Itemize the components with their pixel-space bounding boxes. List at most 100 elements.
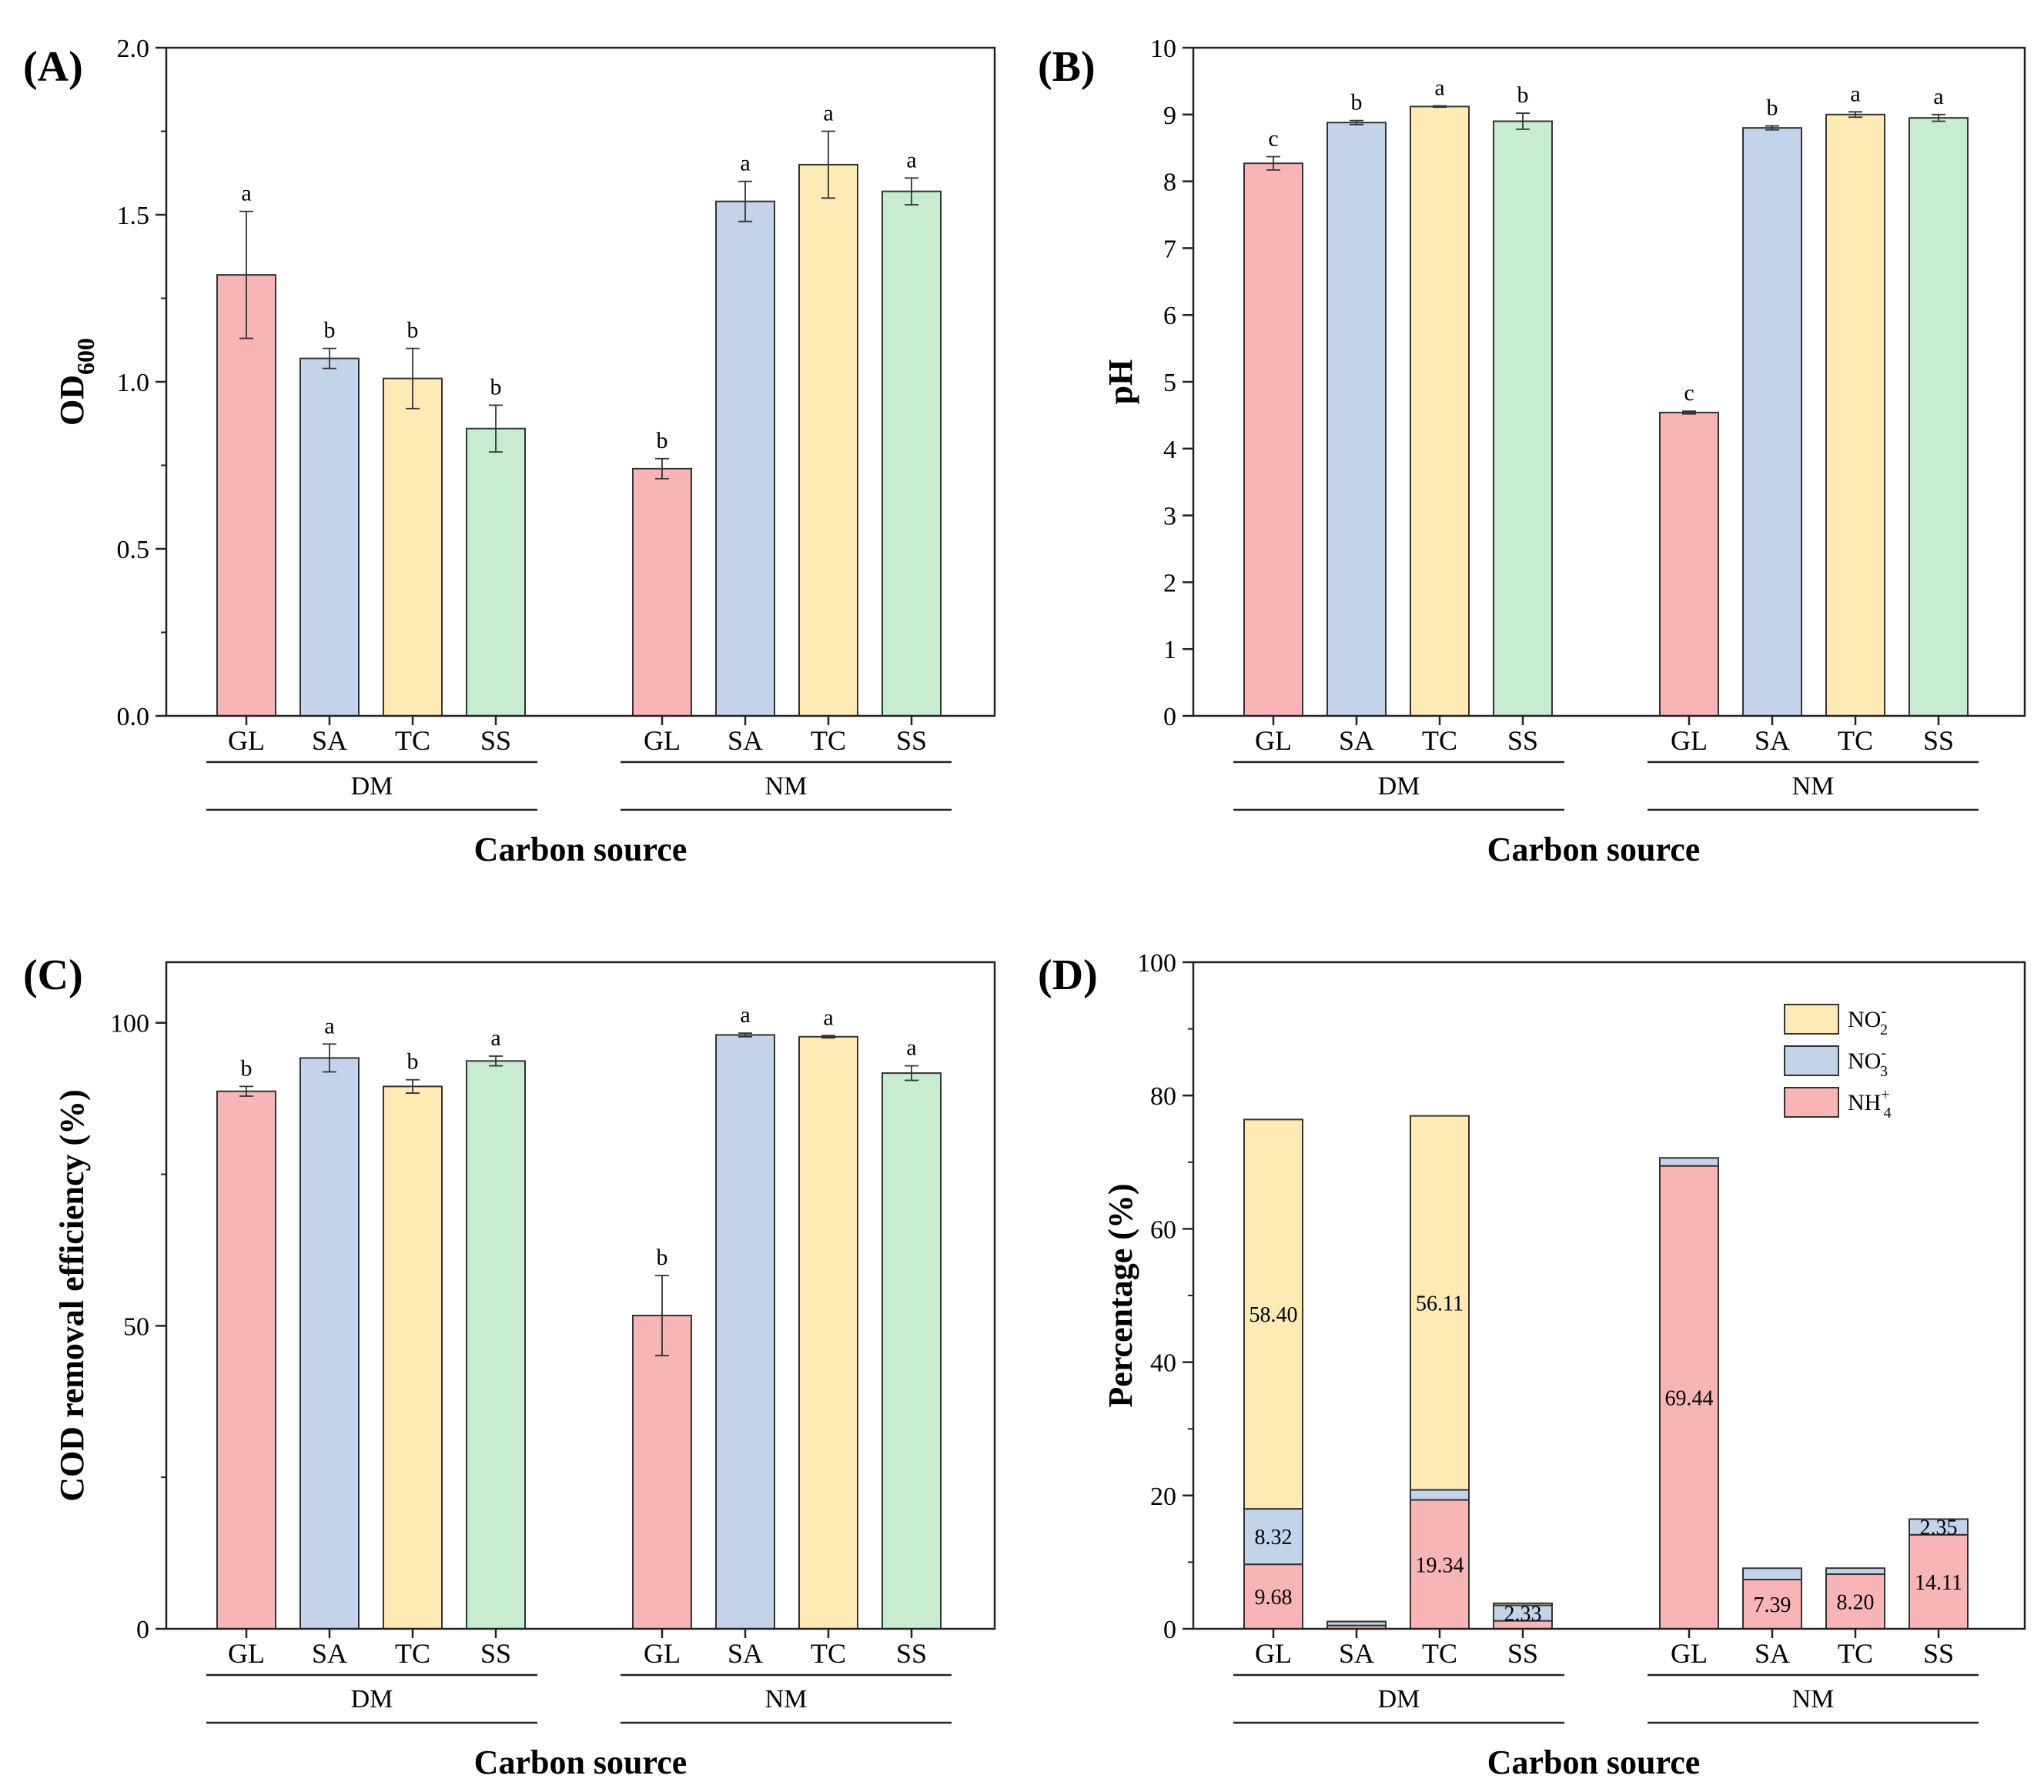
- category-label: SA: [1339, 725, 1374, 756]
- y-tick-label: 100: [1137, 949, 1176, 978]
- category-label: TC: [395, 1638, 430, 1669]
- category-label: TC: [811, 1638, 846, 1669]
- category-label: SS: [1923, 1638, 1954, 1669]
- panel-letter: (D): [1038, 951, 1098, 999]
- stack-segment-NO3: [1243, 1508, 1303, 1566]
- legend-label-charge: -: [1881, 1045, 1886, 1061]
- bar-DM-GL: [1243, 162, 1303, 717]
- significance-letter: a: [1850, 81, 1860, 106]
- x-axis-title: Carbon source: [474, 1744, 687, 1781]
- y-tick-label: 1: [1163, 636, 1176, 664]
- group-label: DM: [351, 772, 393, 801]
- significance-letter: b: [407, 1049, 419, 1075]
- category-label: SS: [896, 1638, 927, 1669]
- stack-segment-NO2: [1493, 1602, 1553, 1606]
- y-tick-label: 8: [1163, 169, 1176, 197]
- y-tick-label: 1.0: [117, 369, 150, 397]
- legend-label-NO2: NO-2: [1848, 1003, 1888, 1038]
- stack-segment-NO3: [1326, 1620, 1387, 1627]
- group-label: NM: [765, 772, 808, 801]
- bar-DM-GL: [216, 1090, 276, 1630]
- bar-DM-SA: [299, 1057, 360, 1630]
- stack-segment-NH4: [1742, 1579, 1802, 1630]
- segment-value-label: 2.35: [1920, 1516, 1958, 1540]
- category-label: SA: [728, 725, 763, 756]
- category-label: GL: [644, 1638, 681, 1669]
- category-label: TC: [811, 725, 846, 756]
- category-label: TC: [1838, 725, 1873, 756]
- significance-letter: b: [657, 1245, 668, 1270]
- legend-label-subscript: 3: [1880, 1063, 1888, 1080]
- legend-swatch-NH4: [1784, 1087, 1839, 1118]
- x-axis-title: Carbon source: [1487, 1744, 1701, 1781]
- legend-label-NO3: NO- 3: [1848, 1045, 1888, 1080]
- bar-NM-SA: [1742, 127, 1802, 717]
- stack-segment-NO3: [1659, 1157, 1719, 1167]
- bar-DM-SS: [466, 1060, 526, 1630]
- significance-letter: a: [906, 147, 916, 172]
- segment-value-label: 56.11: [1416, 1292, 1464, 1316]
- significance-letter: b: [657, 428, 668, 453]
- bar-NM-SA: [715, 200, 775, 717]
- y-tick-label: 0: [1163, 1616, 1176, 1644]
- category-label: SS: [480, 725, 511, 756]
- bar-DM-GL: [216, 274, 276, 717]
- segment-value-label: 8.32: [1255, 1526, 1293, 1550]
- stack-segment-NH4: [1410, 1499, 1470, 1630]
- panel-letter: (C): [23, 951, 83, 999]
- y-tick-label: 1.5: [117, 202, 150, 230]
- segment-value-label: 14.11: [1915, 1571, 1962, 1595]
- significance-letter: a: [1933, 84, 1943, 109]
- segment-value-label: 8.20: [1837, 1590, 1875, 1614]
- significance-letter: b: [490, 374, 502, 400]
- bar-NM-TC: [798, 163, 858, 717]
- significance-letter: a: [324, 1013, 334, 1038]
- category-label: TC: [1838, 1638, 1873, 1669]
- y-tick-label: 100: [110, 1010, 149, 1038]
- bar-NM-TC: [1825, 113, 1885, 717]
- significance-letter: b: [407, 318, 419, 343]
- category-label: GL: [228, 1638, 265, 1669]
- segment-value-label: 69.44: [1665, 1386, 1714, 1410]
- plot-frame: [165, 961, 996, 1630]
- bar-NM-SS: [881, 190, 942, 717]
- legend-label-NH4: NH+ 4: [1848, 1086, 1892, 1122]
- y-axis-title: pH: [1102, 359, 1139, 405]
- legend-label-charge: +: [1881, 1086, 1889, 1103]
- y-axis-title-subscript: 600: [72, 338, 99, 375]
- legend-label-base: NH: [1848, 1090, 1881, 1115]
- category-label: SA: [728, 1638, 763, 1669]
- significance-letter: c: [1684, 380, 1694, 406]
- group-label: NM: [1792, 772, 1835, 801]
- bar-NM-SS: [881, 1072, 942, 1630]
- stack-segment-NO2: [1243, 1118, 1303, 1510]
- stack-segment-NH4: [1243, 1563, 1303, 1630]
- significance-letter: a: [740, 1002, 750, 1028]
- y-tick-label: 2.0: [117, 35, 150, 63]
- category-label: GL: [644, 725, 681, 756]
- plot-frame: [1192, 46, 2026, 717]
- bar-NM-GL: [632, 467, 692, 717]
- y-axis-title: COD removal efficiency (%): [53, 1089, 91, 1502]
- stack-segment-NH4: [1909, 1533, 1969, 1630]
- x-axis-title: Carbon source: [1487, 831, 1701, 868]
- stack-segment-NO3: [1909, 1518, 1969, 1536]
- stack-segment-NO2: [1410, 1115, 1470, 1491]
- category-label: GL: [1255, 1638, 1292, 1669]
- bar-DM-SA: [299, 357, 360, 717]
- x-axis-title: Carbon source: [474, 831, 687, 868]
- legend-label-base: NO: [1848, 1007, 1881, 1032]
- y-tick-label: 0.5: [117, 536, 150, 564]
- bar-DM-SS: [466, 427, 526, 717]
- significance-letter: b: [1351, 90, 1363, 115]
- group-label: DM: [1378, 1685, 1420, 1713]
- bar-DM-SS: [1493, 120, 1553, 717]
- panel-letter: (A): [23, 43, 83, 91]
- y-tick-label: 10: [1150, 35, 1176, 63]
- significance-letter: a: [823, 1005, 833, 1030]
- category-label: SS: [1923, 725, 1954, 756]
- legend-label-base: NO: [1848, 1048, 1881, 1074]
- bar-DM-TC: [1410, 105, 1470, 717]
- bar-NM-GL: [632, 1314, 692, 1630]
